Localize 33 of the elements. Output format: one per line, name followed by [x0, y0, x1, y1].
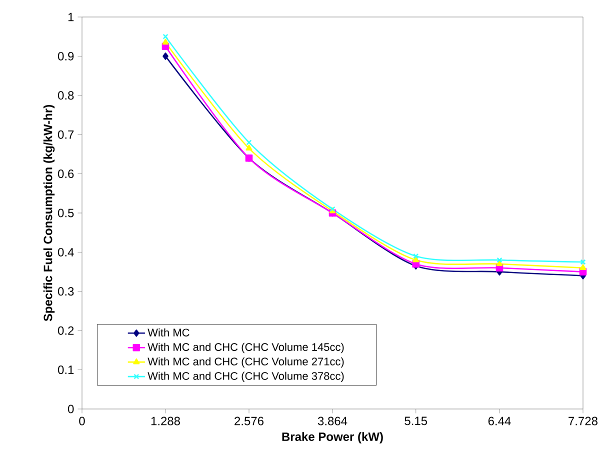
point [496, 257, 502, 263]
legend-label: With MC and CHC (CHC Volume 378cc) [148, 372, 344, 382]
x-tick-label: 3.864 [318, 416, 348, 426]
legend-label: With MC [148, 328, 190, 336]
point [580, 264, 586, 270]
x-tick-label: 2.576 [234, 416, 264, 426]
x-tick-label: 1.288 [151, 416, 180, 426]
point [246, 144, 252, 150]
y-tick-label: 0.2 [58, 326, 74, 335]
x-tick-label: 7.728 [568, 416, 598, 426]
y-tick-label: 0.6 [58, 170, 74, 178]
point [162, 38, 169, 45]
point [496, 260, 503, 266]
y-tick-label: 0.1 [58, 366, 74, 374]
y-tick-label: 1 [68, 12, 74, 22]
x-tick-label: 6.44 [488, 416, 511, 426]
legend-label: With MC and CHC (CHC Volume 145cc) [148, 342, 344, 354]
x-tick-label: 0 [79, 416, 85, 426]
point [413, 253, 419, 259]
point [246, 140, 252, 146]
y-tick-label: 0.5 [58, 208, 74, 218]
point [162, 52, 168, 60]
x-axis-title: Brake Power (kW) [282, 432, 383, 444]
legend-label: With MC and CHC (CHC Volume 271cc) [148, 357, 344, 368]
x-tick-label: 5.15 [404, 416, 428, 426]
y-tick-label: 0.4 [58, 248, 74, 256]
point [412, 256, 420, 262]
y-tick-label: 0.3 [58, 287, 74, 296]
y-axis-title: Specific Fuel Consumption (kg/kW-hr) [43, 105, 55, 322]
y-tick-label: 0.8 [58, 91, 74, 100]
y-tick-label: 0.7 [58, 130, 74, 139]
y-tick-label: 0.9 [58, 52, 74, 60]
y-tick-label: 0 [68, 404, 74, 414]
